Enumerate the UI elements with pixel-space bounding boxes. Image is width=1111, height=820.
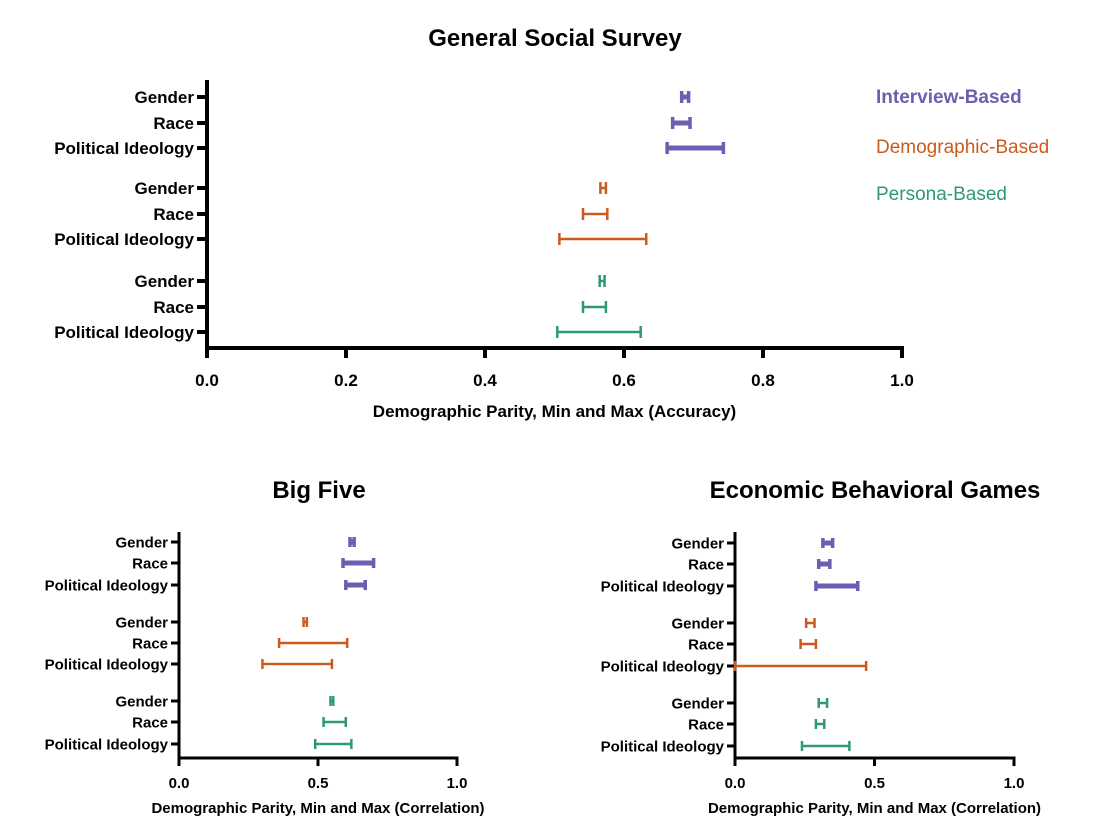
- row-label: Race: [153, 114, 194, 133]
- x-axis-label: Demographic Parity, Min and Max (Accurac…: [373, 402, 736, 421]
- row-label: Gender: [115, 614, 168, 631]
- row-label: Race: [688, 636, 724, 653]
- chart-title: Big Five: [272, 477, 365, 504]
- x-tick-label: 1.0: [447, 775, 468, 792]
- row-label: Political Ideology: [601, 578, 725, 595]
- x-tick-label: 0.4: [473, 371, 497, 390]
- row-label: Political Ideology: [601, 658, 725, 675]
- row-label: Gender: [134, 272, 194, 291]
- row-label: Race: [688, 556, 724, 573]
- x-tick-label: 0.0: [169, 775, 190, 792]
- legend-entry: Interview-Based: [876, 87, 1022, 108]
- row-label: Political Ideology: [54, 323, 194, 342]
- row-label: Race: [153, 298, 194, 317]
- x-tick-label: 0.0: [195, 371, 219, 390]
- legend-entry: Persona-Based: [876, 184, 1007, 205]
- x-tick-label: 0.5: [864, 775, 885, 792]
- x-tick-label: 0.6: [612, 371, 636, 390]
- x-tick-label: 1.0: [1004, 775, 1025, 792]
- row-label: Gender: [671, 615, 724, 632]
- x-axis-label: Demographic Parity, Min and Max (Correla…: [708, 800, 1041, 817]
- row-label: Gender: [671, 695, 724, 712]
- row-label: Race: [153, 205, 194, 224]
- row-label: Gender: [115, 534, 168, 551]
- x-axis-label: Demographic Parity, Min and Max (Correla…: [151, 800, 484, 817]
- row-label: Political Ideology: [54, 139, 194, 158]
- row-label: Gender: [671, 535, 724, 552]
- row-label: Gender: [134, 179, 194, 198]
- row-label: Political Ideology: [45, 736, 169, 753]
- x-tick-label: 1.0: [890, 371, 914, 390]
- x-tick-label: 0.0: [725, 775, 746, 792]
- row-label: Race: [132, 714, 168, 731]
- x-tick-label: 0.8: [751, 371, 775, 390]
- row-label: Gender: [115, 693, 168, 710]
- chart-title: Economic Behavioral Games: [710, 477, 1041, 504]
- row-label: Political Ideology: [601, 738, 725, 755]
- row-label: Political Ideology: [45, 656, 169, 673]
- x-tick-label: 0.5: [308, 775, 329, 792]
- row-label: Race: [132, 635, 168, 652]
- chart-title: General Social Survey: [428, 25, 682, 52]
- legend-entry: Demographic-Based: [876, 137, 1049, 158]
- row-label: Gender: [134, 88, 194, 107]
- row-label: Race: [132, 555, 168, 572]
- row-label: Race: [688, 716, 724, 733]
- row-label: Political Ideology: [45, 577, 169, 594]
- x-tick-label: 0.2: [334, 371, 358, 390]
- row-label: Political Ideology: [54, 230, 194, 249]
